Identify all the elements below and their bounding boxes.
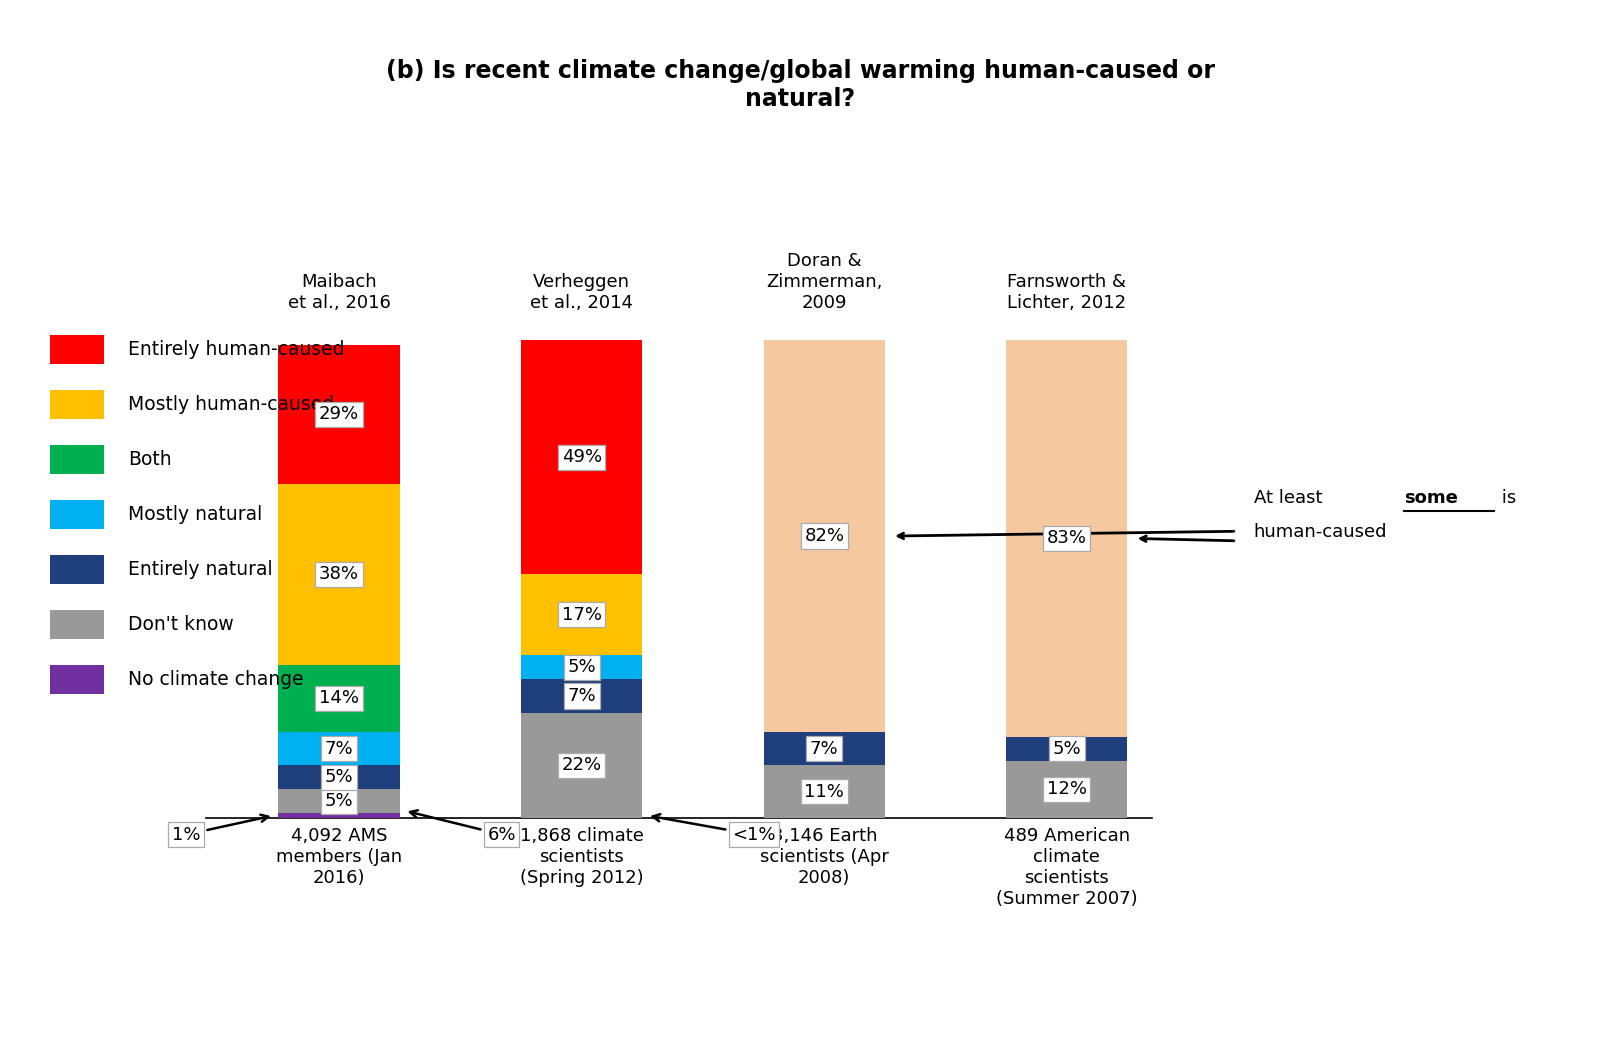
Bar	[278, 765, 400, 789]
Bar	[278, 483, 400, 665]
Bar	[278, 345, 400, 483]
Bar	[522, 340, 642, 574]
Text: is: is	[1496, 490, 1517, 507]
Text: Both: Both	[128, 450, 171, 469]
Bar	[51, 665, 104, 693]
Text: 5%: 5%	[568, 659, 595, 677]
Bar	[1006, 340, 1128, 737]
Text: 17%: 17%	[562, 606, 602, 624]
Text: 6%: 6%	[410, 810, 515, 844]
Text: 7%: 7%	[568, 687, 595, 705]
Bar	[522, 680, 642, 713]
Bar	[51, 390, 104, 419]
Text: Farnsworth &
Lichter, 2012: Farnsworth & Lichter, 2012	[1008, 272, 1126, 311]
Text: human-caused: human-caused	[1254, 523, 1387, 541]
Text: 29%: 29%	[318, 405, 358, 423]
Text: Entirely human-caused: Entirely human-caused	[128, 340, 344, 359]
Bar	[51, 610, 104, 639]
Text: Verheggen
et al., 2014: Verheggen et al., 2014	[530, 272, 634, 311]
Bar	[51, 500, 104, 529]
Text: At least: At least	[1254, 490, 1328, 507]
Text: 489 American
climate
scientists
(Summer 2007): 489 American climate scientists (Summer …	[997, 828, 1138, 908]
Text: 3,146 Earth
scientists (Apr
2008): 3,146 Earth scientists (Apr 2008)	[760, 828, 888, 887]
Text: 5%: 5%	[1053, 739, 1082, 758]
Text: Doran &
Zimmerman,
2009: Doran & Zimmerman, 2009	[766, 252, 883, 311]
Bar	[278, 789, 400, 813]
Text: Mostly human-caused: Mostly human-caused	[128, 396, 334, 414]
Bar	[1006, 737, 1128, 760]
Text: 7%: 7%	[325, 739, 354, 758]
Bar	[763, 340, 885, 732]
Text: 7%: 7%	[810, 739, 838, 758]
Text: 1%: 1%	[173, 814, 269, 844]
Text: 1,868 climate
scientists
(Spring 2012): 1,868 climate scientists (Spring 2012)	[520, 828, 643, 887]
Text: Mostly natural: Mostly natural	[128, 505, 262, 524]
Text: 38%: 38%	[318, 565, 358, 584]
Bar	[51, 335, 104, 364]
Text: (b) Is recent climate change/global warming human-caused or
natural?: (b) Is recent climate change/global warm…	[386, 58, 1214, 111]
Text: 12%: 12%	[1046, 780, 1086, 799]
Text: 49%: 49%	[562, 448, 602, 467]
Text: some: some	[1405, 490, 1458, 507]
Text: 5%: 5%	[325, 792, 354, 810]
Bar	[1006, 760, 1128, 817]
Bar	[278, 732, 400, 765]
Text: 22%: 22%	[562, 756, 602, 775]
Text: <1%: <1%	[653, 814, 776, 844]
Bar	[51, 446, 104, 474]
Bar	[278, 813, 400, 817]
Bar	[278, 665, 400, 732]
Text: 5%: 5%	[325, 768, 354, 786]
Text: 83%: 83%	[1046, 529, 1086, 547]
Text: 11%: 11%	[805, 783, 845, 801]
Bar	[51, 555, 104, 584]
Text: Don't know: Don't know	[128, 615, 234, 634]
Bar	[522, 656, 642, 680]
Text: Entirely natural: Entirely natural	[128, 560, 272, 579]
Text: No climate change: No climate change	[128, 670, 304, 689]
Bar	[522, 574, 642, 656]
Text: 4,092 AMS
members (Jan
2016): 4,092 AMS members (Jan 2016)	[277, 828, 402, 887]
Bar	[522, 713, 642, 817]
Text: 82%: 82%	[805, 527, 845, 545]
Text: 14%: 14%	[318, 689, 358, 708]
Bar	[763, 765, 885, 817]
Bar	[763, 732, 885, 765]
Text: Maibach
et al., 2016: Maibach et al., 2016	[288, 272, 390, 311]
